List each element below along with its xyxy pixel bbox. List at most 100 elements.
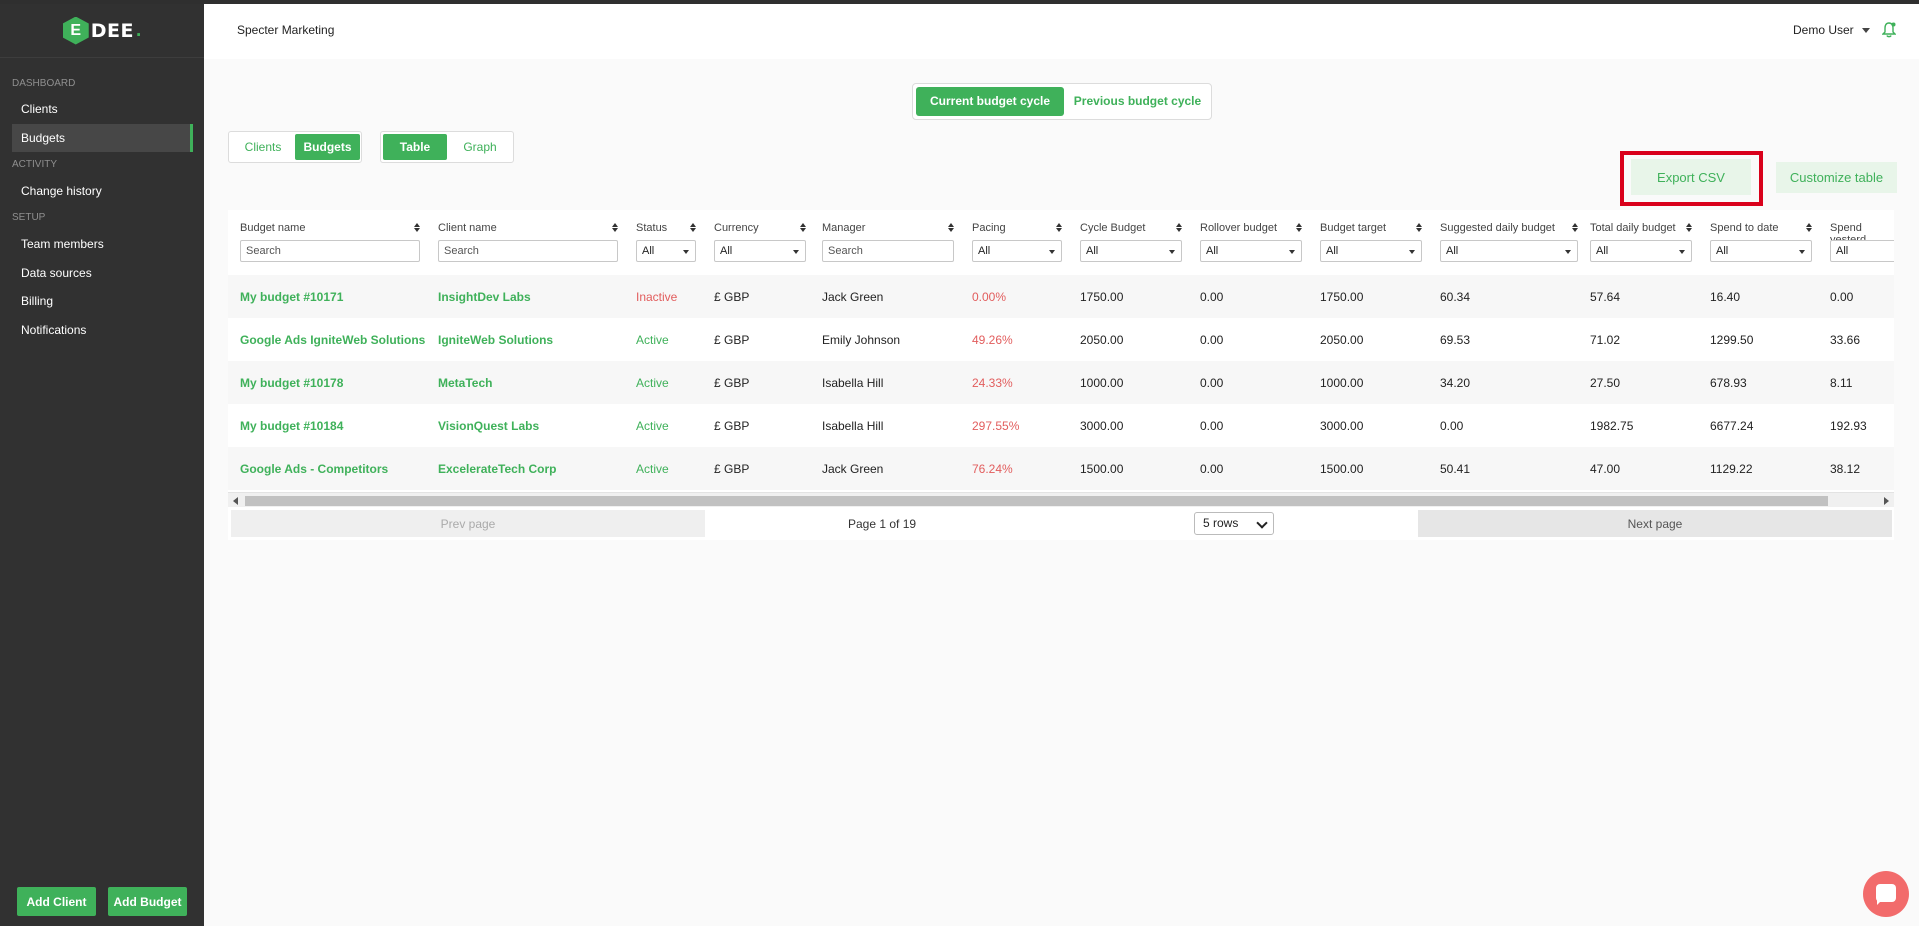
table-cell: 1299.50 [1710,333,1754,347]
sidebar-item-team-members[interactable]: Team members [21,237,104,251]
table-row[interactable]: My budget #10184 VisionQuest Labs Active £ … [228,404,1894,447]
client-name-link[interactable]: VisionQuest Labs [438,419,540,433]
table-row[interactable]: Google Ads - Competitors ExcelerateTech C… [228,447,1894,490]
tab-table[interactable]: Table [383,134,447,160]
table-row[interactable]: My budget #10178 MetaTech Active £ GBP Isabe… [228,361,1894,404]
sidebar-item-billing[interactable]: Billing [21,294,54,308]
column-header[interactable]: Budget name [240,222,306,234]
user-menu[interactable]: Demo User [1793,23,1854,37]
budget-cycle-toggle: Current budget cycle Previous budget cyc… [912,83,1212,120]
table-cell: £ GBP [714,333,750,347]
table-cell: 8.11 [1830,376,1853,390]
next-page-button[interactable]: Next page [1418,510,1892,537]
client-name-link[interactable]: IgniteWeb Solutions [438,333,554,347]
horizontal-scrollbar[interactable] [228,492,1894,507]
sidebar-item-change-history[interactable]: Change history [21,184,102,198]
previous-budget-cycle-button[interactable]: Previous budget cycle [1073,94,1202,108]
table-cell: 57.64 [1590,290,1621,304]
client-name-link[interactable]: MetaTech [438,376,493,390]
column-filter-select[interactable]: All [1080,240,1182,262]
column-filter-select[interactable]: All [714,240,806,262]
table-cell: 34.20 [1440,376,1471,390]
column-header[interactable]: Rollover budget [1200,222,1278,234]
table-cell: Active [636,419,669,433]
client-name-link[interactable]: ExcelerateTech Corp [438,462,557,476]
scrollbar-thumb[interactable] [245,496,1828,506]
top-header: Specter Marketing Demo User [204,4,1919,59]
column-header[interactable]: Manager [822,222,866,234]
column-search-input[interactable]: Search [822,240,954,262]
table-cell: 76.24% [972,462,1013,476]
top-border [0,0,1919,4]
table-cell: Active [636,333,669,347]
column-header[interactable]: Pacing [972,222,1006,234]
sort-icon[interactable] [1056,223,1062,233]
sort-icon[interactable] [948,223,954,233]
table-cell: 47.00 [1590,462,1621,476]
sort-icon[interactable] [1686,223,1692,233]
sort-icon[interactable] [414,223,420,233]
column-header[interactable]: Client name [438,222,497,234]
app-logo[interactable]: E DEE . [0,4,204,58]
column-header[interactable]: Currency [714,222,759,234]
table-row[interactable]: Google Ads IgniteWeb Solutions IgniteWeb … [228,318,1894,361]
tab-budgets[interactable]: Budgets [295,134,360,160]
table-cell: £ GBP [714,290,750,304]
column-header[interactable]: Budget target [1320,222,1387,234]
budget-name-link[interactable]: My budget #10171 [240,290,344,304]
chevron-down-icon[interactable] [1862,28,1870,33]
budget-name-link[interactable]: My budget #10178 [240,376,344,390]
column-filter-select[interactable]: All [1200,240,1302,262]
column-filter-select[interactable]: All [1590,240,1692,262]
export-csv-button[interactable]: Export CSV [1631,159,1751,195]
sidebar-item-notifications[interactable]: Notifications [21,323,87,337]
column-header[interactable]: Total daily budget [1590,222,1676,234]
sort-icon[interactable] [1296,223,1302,233]
column-filter-select[interactable]: All [636,240,696,262]
table-cell: 1500.00 [1320,462,1364,476]
table-cell: 33.66 [1830,333,1861,347]
prev-page-button[interactable]: Prev page [231,510,705,537]
column-header[interactable]: Spend to date [1710,222,1779,234]
column-header[interactable]: Suggested daily budget [1440,222,1555,234]
client-name-link[interactable]: InsightDev Labs [438,290,531,304]
column-filter-select[interactable]: All [1710,240,1812,262]
current-budget-cycle-button[interactable]: Current budget cycle [916,87,1064,116]
budget-name-link[interactable]: Google Ads IgniteWeb Solutions [240,333,426,347]
column-filter-select[interactable]: All [1830,240,1894,262]
column-header[interactable]: Status [636,222,668,234]
table-cell: 297.55% [972,419,1020,433]
sidebar-item-data-sources[interactable]: Data sources [21,266,92,280]
table-cell: Emily Johnson [822,333,901,347]
sort-icon[interactable] [690,223,696,233]
column-search-input[interactable]: Search [240,240,420,262]
add-budget-button[interactable]: Add Budget [108,887,187,916]
budget-name-link[interactable]: My budget #10184 [240,419,344,433]
chat-button[interactable] [1863,871,1909,917]
column-filter-select[interactable]: All [1320,240,1422,262]
sidebar-item-clients[interactable]: Clients [21,102,58,116]
sort-icon[interactable] [612,223,618,233]
rows-per-page-select[interactable]: 5 rows [1194,512,1274,535]
add-client-button[interactable]: Add Client [17,887,96,916]
bell-icon[interactable] [1881,22,1897,38]
scroll-right-icon[interactable] [1884,497,1889,505]
tab-clients[interactable]: Clients [244,140,282,154]
customize-table-button[interactable]: Customize table [1776,162,1897,193]
sort-icon[interactable] [800,223,806,233]
table-cell: 192.93 [1830,419,1867,433]
company-name: Specter Marketing [237,23,335,37]
sort-icon[interactable] [1806,223,1812,233]
sidebar-item-budgets[interactable]: Budgets [12,124,193,152]
sort-icon[interactable] [1416,223,1422,233]
column-header[interactable]: Cycle Budget [1080,222,1146,234]
tab-graph[interactable]: Graph [463,140,497,154]
sort-icon[interactable] [1572,223,1578,233]
column-filter-select[interactable]: All [972,240,1062,262]
scroll-left-icon[interactable] [233,497,238,505]
table-row[interactable]: My budget #10171 InsightDev Labs Inactive £… [228,275,1894,318]
sort-icon[interactable] [1176,223,1182,233]
budget-name-link[interactable]: Google Ads - Competitors [240,462,389,476]
column-filter-select[interactable]: All [1440,240,1578,262]
column-search-input[interactable]: Search [438,240,618,262]
